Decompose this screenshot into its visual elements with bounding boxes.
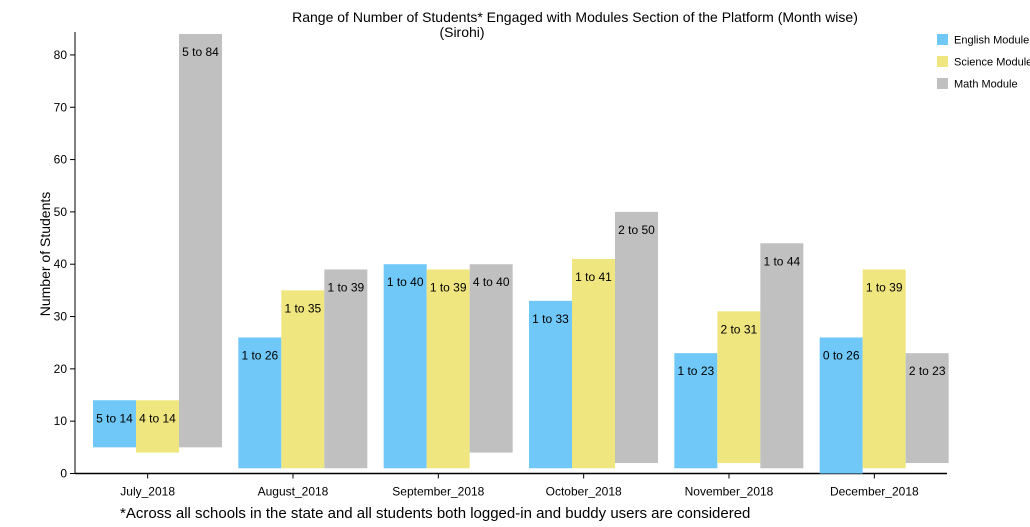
x-tick-label: August_2018 [258,485,329,499]
bar-data-label: 2 to 23 [909,364,946,378]
range-bar [529,300,572,469]
bar-data-label: 2 to 31 [720,322,757,336]
bar-data-label: 1 to 41 [575,270,612,284]
range-bar [383,264,427,469]
x-tick-label: November_2018 [685,485,774,499]
y-tick-label: 0 [60,467,67,481]
legend-swatch [937,34,948,45]
x-tick-label: July_2018 [120,485,175,499]
y-tick-label: 80 [54,48,68,62]
range-bar [615,211,658,464]
range-bar [572,258,615,469]
legend: English Module Science Module Math Module [937,34,1030,91]
legend-swatch [937,78,948,89]
range-bar [760,243,804,469]
x-tick-label: September_2018 [392,485,484,499]
range-bar [469,264,513,453]
bar-data-label: 1 to 39 [327,280,364,294]
bar-data-label: 4 to 40 [473,275,510,289]
y-tick-label: 20 [54,362,68,376]
range-bar [674,353,718,469]
y-tick-label: 60 [54,153,68,167]
bars-layer: 5 to 14 4 to 14 5 to 84 1 to 26 1 to 35 1 to … [93,34,949,474]
legend-swatch [937,56,948,67]
bar-data-label: 1 to 23 [677,364,714,378]
legend-label: English Module [954,35,1029,47]
y-tick-label: 10 [54,414,68,428]
bar-data-label: 4 to 14 [139,411,176,425]
bar-data-label: 5 to 14 [96,411,133,425]
y-axis-label: Number of Students [37,192,53,317]
bar-data-label: 2 to 50 [618,223,655,237]
range-bar [93,400,136,448]
legend-label: Science Module [954,57,1030,69]
range-bar [717,311,761,464]
range-bar [281,290,325,469]
bar-data-label: 1 to 40 [387,275,424,289]
bar-data-label: 0 to 26 [823,348,860,362]
bar-data-label: 1 to 39 [430,280,467,294]
chart-subtitle: (Sirohi) [439,24,484,40]
range-bar [238,337,282,469]
bar-data-label: 1 to 39 [866,280,903,294]
range-bar [136,400,179,453]
legend-label: Math Module [954,79,1018,91]
bar-data-label: 1 to 33 [532,312,569,326]
y-tick-label: 40 [54,257,68,271]
x-tick-label: October_2018 [546,485,622,499]
range-bar [905,353,949,464]
chart-title: Range of Number of Students* Engaged wit… [292,9,858,25]
range-bar [179,34,222,448]
range-bar [819,337,863,474]
footnote: *Across all schools in the state and all… [120,505,750,522]
range-bar [862,269,906,469]
bar-data-label: 1 to 35 [284,301,321,315]
range-bar [426,269,470,469]
x-tick-label: December_2018 [830,485,919,499]
axes: 0 10 20 30 40 50 60 70 80 July_2018 August_2018 Sep… [54,32,947,499]
y-tick-label: 50 [54,205,68,219]
range-bar [324,269,368,469]
bar-data-label: 5 to 84 [182,45,219,59]
bar-data-label: 1 to 26 [241,348,278,362]
y-tick-label: 70 [54,100,68,114]
bar-data-label: 1 to 44 [763,254,800,268]
y-tick-label: 30 [54,310,68,324]
